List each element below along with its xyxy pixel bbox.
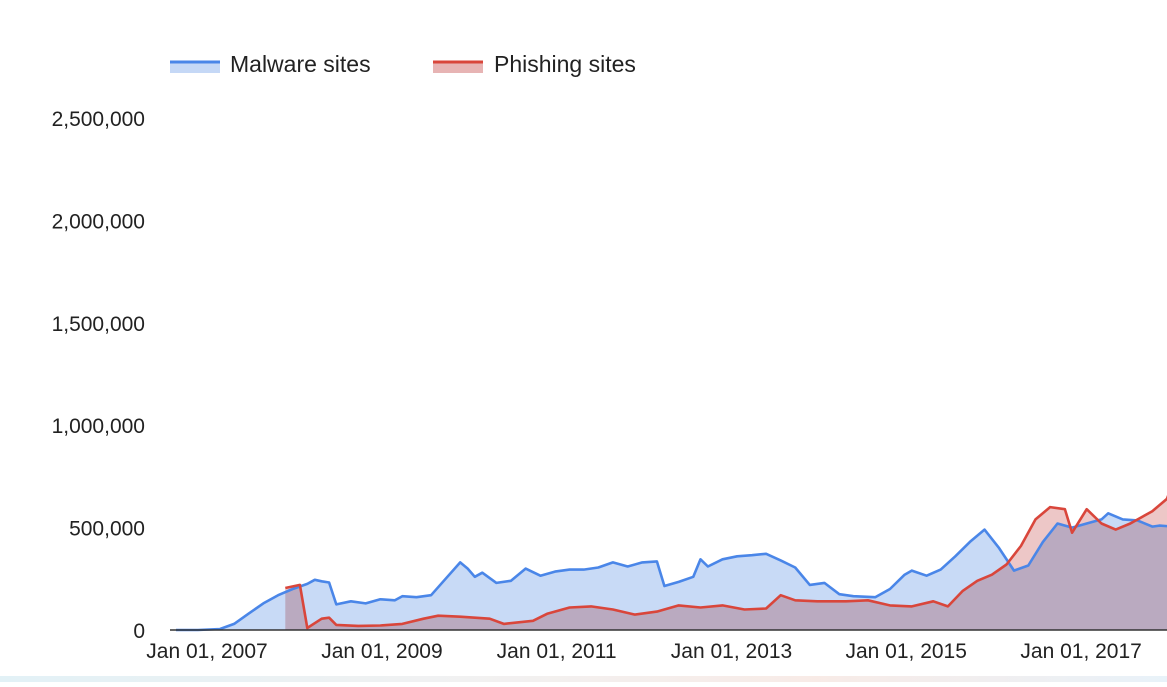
x-axis-ticks: Jan 01, 2007 Jan 01, 2009 Jan 01, 2011 Jan … — [146, 640, 1142, 663]
y-tick-label: 2,500,000 — [52, 108, 145, 131]
bottom-strip — [0, 676, 1167, 682]
legend-label-phishing: Phishing sites — [494, 51, 636, 77]
y-tick-label: 1,500,000 — [52, 313, 145, 336]
x-tick-label: Jan 01, 2007 — [146, 640, 267, 663]
y-tick-label: 0 — [133, 620, 145, 643]
legend-label-malware: Malware sites — [230, 51, 371, 77]
y-tick-label: 1,000,000 — [52, 415, 145, 438]
x-tick-label: Jan 01, 2017 — [1020, 640, 1141, 663]
x-tick-label: Jan 01, 2011 — [497, 640, 617, 663]
series-area-malware — [176, 513, 1167, 630]
x-tick-label: Jan 01, 2013 — [671, 640, 792, 663]
y-axis-ticks: 0 500,000 1,000,000 1,500,000 2,000,000 2,500… — [52, 108, 145, 643]
legend: Malware sites Phishing sites — [170, 51, 636, 77]
x-tick-label: Jan 01, 2009 — [321, 640, 442, 663]
series-line-phishing — [285, 495, 1167, 630]
plot-area — [176, 495, 1167, 632]
legend-swatch-phishing — [433, 61, 483, 73]
legend-item-malware[interactable]: Malware sites — [170, 51, 371, 77]
legend-swatch-malware — [170, 61, 220, 73]
y-tick-label: 500,000 — [69, 518, 145, 541]
legend-item-phishing[interactable]: Phishing sites — [433, 51, 636, 77]
y-tick-label: 2,000,000 — [52, 210, 145, 233]
x-tick-label: Jan 01, 2015 — [845, 640, 966, 663]
series-area-phishing — [285, 498, 1167, 630]
